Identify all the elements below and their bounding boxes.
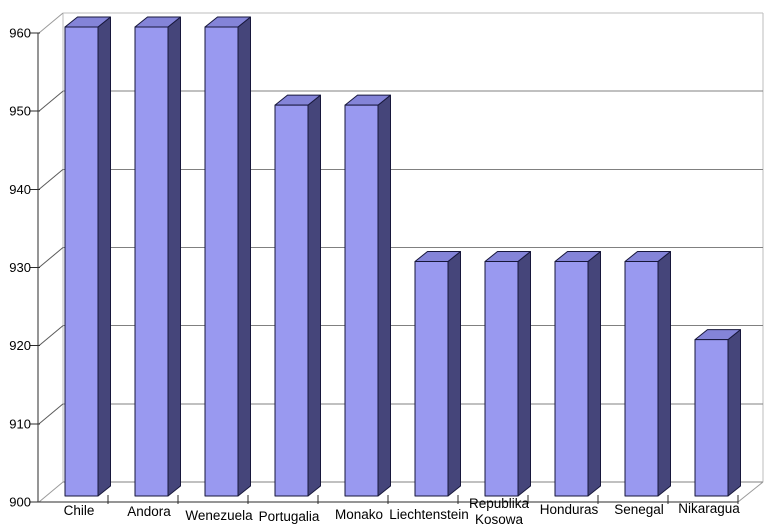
- bar-chile: [64, 26, 99, 497]
- bar-portugalia: [274, 104, 309, 497]
- bar-senegal: [624, 261, 659, 497]
- bar-side-portugalia: [307, 94, 321, 497]
- bar-republika-kosowa: [484, 261, 519, 497]
- y-depth-line-960: [38, 12, 64, 34]
- bar-wenezuela: [204, 26, 239, 497]
- x-label-chile: Chile: [64, 503, 95, 518]
- y-tick-label-920: 920: [9, 338, 31, 353]
- x-label-liechtenstein: Liechtenstein: [389, 507, 469, 522]
- bar-side-senegal: [657, 251, 671, 497]
- x-label-republika-kosowa-line2: Kosowa: [475, 512, 524, 527]
- y-tick-label-900: 900: [9, 495, 31, 510]
- y-tick-label-960: 960: [9, 26, 31, 41]
- bar-side-andora: [167, 16, 181, 497]
- bar-liechtenstein: [414, 261, 449, 497]
- x-label-andora: Andora: [127, 504, 171, 519]
- bar-side-honduras: [587, 251, 601, 497]
- x-label-senegal: Senegal: [614, 502, 664, 517]
- bar-side-nikaragua: [727, 329, 741, 497]
- bar-side-monako: [377, 94, 391, 497]
- y-depth-line-930: [38, 247, 64, 268]
- bar-side-chile: [97, 16, 111, 497]
- x-label-wenezuela: Wenezuela: [185, 508, 253, 523]
- x-label-portugalia: Portugalia: [259, 509, 320, 524]
- bar-honduras: [554, 261, 589, 497]
- y-tick-label-950: 950: [9, 104, 31, 119]
- x-label-nikaragua: Nikaragua: [678, 501, 740, 516]
- x-label-monako: Monako: [335, 507, 383, 522]
- y-depth-line-900: [38, 481, 64, 503]
- y-depth-line-950: [38, 90, 64, 112]
- bar-side-republika-kosowa: [517, 251, 531, 497]
- bar-monako: [344, 104, 379, 497]
- y-tick-label-910: 910: [9, 416, 31, 431]
- bar-nikaragua: [694, 339, 729, 497]
- y-tick-label-940: 940: [9, 182, 31, 197]
- x-label-republika-kosowa-line1: Republika: [469, 496, 530, 511]
- bar-andora: [134, 26, 169, 497]
- floor-right-edge: [737, 481, 764, 503]
- bar-side-wenezuela: [237, 16, 251, 497]
- y-depth-line-940: [38, 168, 64, 190]
- x-label-honduras: Honduras: [540, 502, 599, 517]
- bar-side-liechtenstein: [447, 251, 461, 497]
- y-tick-label-930: 930: [9, 260, 31, 275]
- y-depth-line-920: [38, 325, 64, 347]
- y-depth-line-910: [38, 403, 64, 425]
